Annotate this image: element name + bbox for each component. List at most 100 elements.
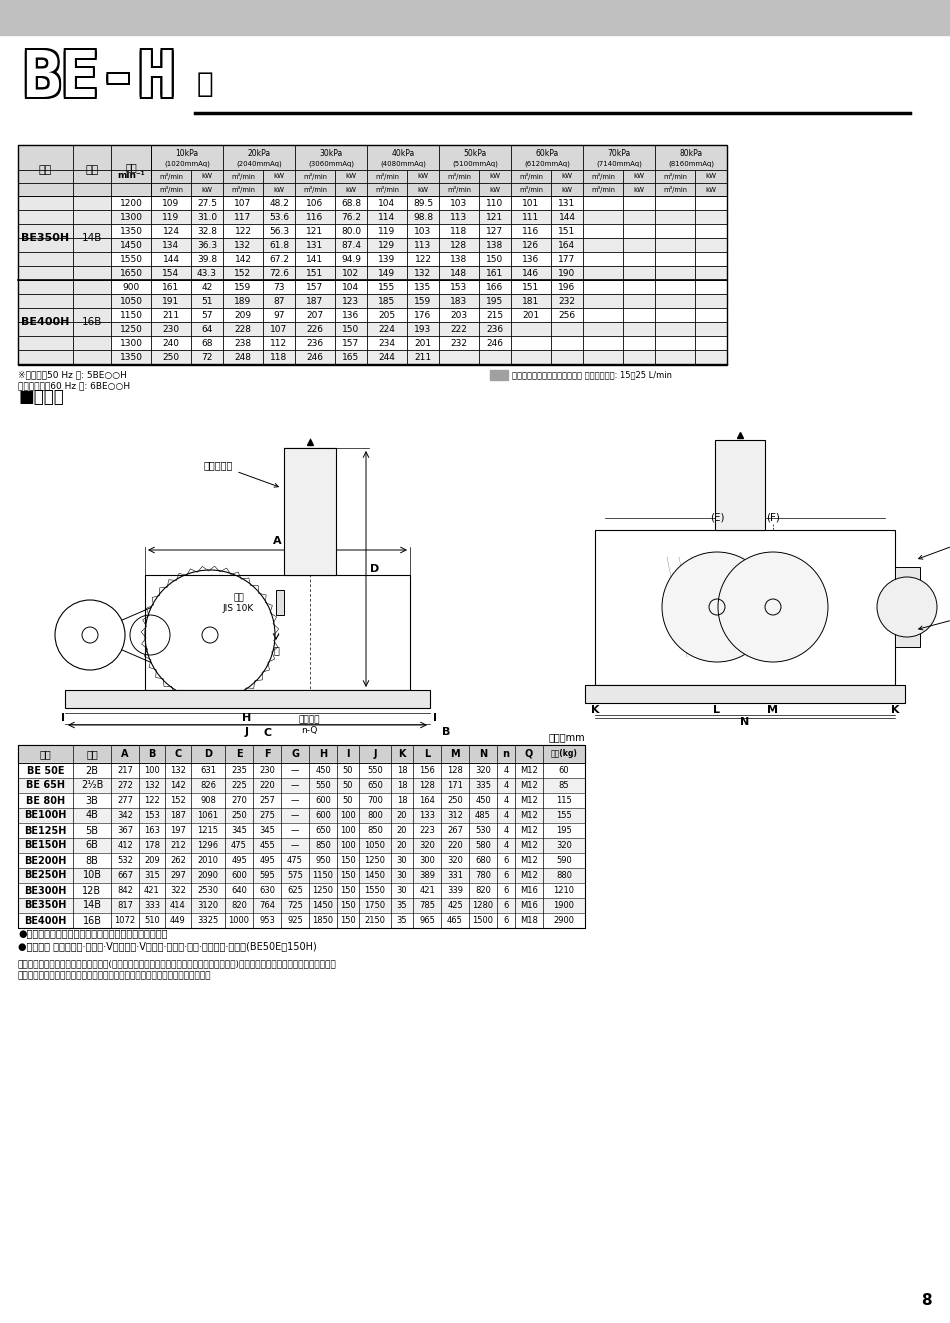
Text: 880: 880 bbox=[556, 871, 572, 880]
Bar bbox=[223, 196, 295, 210]
Text: 31.0: 31.0 bbox=[197, 213, 217, 221]
Text: 389: 389 bbox=[419, 871, 435, 880]
Text: 2090: 2090 bbox=[198, 871, 218, 880]
Text: 1350: 1350 bbox=[120, 352, 142, 361]
Text: 495: 495 bbox=[231, 856, 247, 865]
Text: I: I bbox=[433, 713, 437, 722]
Text: 30: 30 bbox=[397, 871, 408, 880]
Bar bbox=[151, 251, 223, 266]
Bar bbox=[583, 294, 655, 308]
Text: 171: 171 bbox=[447, 781, 463, 790]
Text: 342: 342 bbox=[117, 811, 133, 820]
Text: (8160mmAq): (8160mmAq) bbox=[668, 160, 714, 167]
Text: 32.8: 32.8 bbox=[197, 226, 217, 235]
Text: BE125H: BE125H bbox=[25, 826, 67, 836]
Text: 725: 725 bbox=[287, 901, 303, 910]
Text: 667: 667 bbox=[117, 871, 133, 880]
Text: 27.5: 27.5 bbox=[197, 198, 217, 208]
Text: 111: 111 bbox=[522, 213, 540, 221]
Text: 39.8: 39.8 bbox=[197, 254, 217, 263]
Text: 吸入消音器: 吸入消音器 bbox=[204, 460, 278, 487]
Text: m³/min: m³/min bbox=[303, 187, 327, 193]
Text: 257: 257 bbox=[259, 796, 275, 804]
Text: 48.2: 48.2 bbox=[269, 198, 289, 208]
Text: 220: 220 bbox=[259, 781, 275, 790]
Text: 53.6: 53.6 bbox=[269, 213, 289, 221]
Text: BE-H: BE-H bbox=[22, 50, 176, 112]
Text: 212: 212 bbox=[170, 841, 186, 849]
Text: 116: 116 bbox=[306, 213, 324, 221]
Text: 115: 115 bbox=[556, 796, 572, 804]
Text: 103: 103 bbox=[450, 198, 467, 208]
Text: M12: M12 bbox=[521, 841, 538, 849]
Text: 133: 133 bbox=[419, 811, 435, 820]
Text: 56.3: 56.3 bbox=[269, 226, 289, 235]
Text: 截面所示为水冷式壳体和齿轮盖 冷冻液流速为: 15到25 L/min: 截面所示为水冷式壳体和齿轮盖 冷冻液流速为: 15到25 L/min bbox=[512, 370, 672, 380]
Text: —: — bbox=[291, 841, 299, 849]
Text: m³/min: m³/min bbox=[591, 187, 615, 193]
Bar bbox=[223, 266, 295, 280]
Text: 129: 129 bbox=[378, 241, 395, 250]
Text: N: N bbox=[479, 749, 487, 759]
Text: 246: 246 bbox=[307, 352, 324, 361]
Text: 6: 6 bbox=[504, 901, 508, 910]
Bar bbox=[367, 280, 439, 294]
Text: 485: 485 bbox=[475, 811, 491, 820]
Text: M16: M16 bbox=[520, 886, 538, 894]
Bar bbox=[583, 308, 655, 321]
Text: 42: 42 bbox=[201, 283, 213, 291]
Text: n: n bbox=[503, 749, 509, 759]
Text: 50: 50 bbox=[343, 781, 353, 790]
Bar bbox=[583, 351, 655, 364]
Text: ●重量为除了马达以外，包括标准附件的鼓风机的重量。: ●重量为除了马达以外，包括标准附件的鼓风机的重量。 bbox=[18, 927, 167, 938]
Text: 152: 152 bbox=[170, 796, 186, 804]
Text: 4: 4 bbox=[504, 781, 508, 790]
Text: 1210: 1210 bbox=[554, 886, 575, 894]
Text: 320: 320 bbox=[475, 766, 491, 775]
Text: 132: 132 bbox=[235, 241, 252, 250]
Text: 277: 277 bbox=[117, 796, 133, 804]
Text: 205: 205 bbox=[378, 311, 395, 319]
Text: 127: 127 bbox=[486, 226, 504, 235]
Text: 1215: 1215 bbox=[198, 826, 218, 835]
Text: 1050: 1050 bbox=[120, 296, 142, 306]
Text: 132: 132 bbox=[170, 766, 186, 775]
Text: 1300: 1300 bbox=[120, 213, 142, 221]
Text: BE 80H: BE 80H bbox=[26, 795, 65, 806]
Bar bbox=[18, 778, 585, 792]
Bar bbox=[111, 266, 151, 280]
Text: 102: 102 bbox=[342, 269, 359, 278]
Text: (4080mmAq): (4080mmAq) bbox=[380, 160, 426, 167]
Text: 144: 144 bbox=[162, 254, 180, 263]
Text: 300: 300 bbox=[419, 856, 435, 865]
Text: 908: 908 bbox=[200, 796, 216, 804]
Text: 18: 18 bbox=[397, 766, 408, 775]
Bar bbox=[111, 196, 151, 210]
Text: B: B bbox=[148, 749, 156, 759]
Bar bbox=[439, 280, 511, 294]
Bar bbox=[439, 351, 511, 364]
Text: (1020mmAq): (1020mmAq) bbox=[164, 160, 210, 167]
Text: M16: M16 bbox=[520, 901, 538, 910]
Text: 103: 103 bbox=[414, 226, 431, 235]
Text: kW: kW bbox=[489, 187, 501, 193]
Text: 100: 100 bbox=[340, 826, 356, 835]
Text: 128: 128 bbox=[450, 241, 467, 250]
Text: (E): (E) bbox=[710, 513, 724, 523]
Text: 850: 850 bbox=[315, 841, 331, 849]
Bar bbox=[367, 196, 439, 210]
Bar bbox=[655, 351, 727, 364]
Text: m³/min: m³/min bbox=[591, 173, 615, 180]
Bar bbox=[295, 238, 367, 251]
Bar bbox=[511, 308, 583, 321]
Text: 型号: 型号 bbox=[39, 165, 52, 176]
Text: 113: 113 bbox=[414, 241, 431, 250]
Text: 414: 414 bbox=[170, 901, 186, 910]
Bar bbox=[367, 294, 439, 308]
Text: 320: 320 bbox=[447, 856, 463, 865]
Bar bbox=[367, 336, 439, 351]
Bar bbox=[583, 238, 655, 251]
Text: 3B: 3B bbox=[86, 795, 99, 806]
Bar bbox=[295, 266, 367, 280]
Bar bbox=[145, 576, 410, 691]
